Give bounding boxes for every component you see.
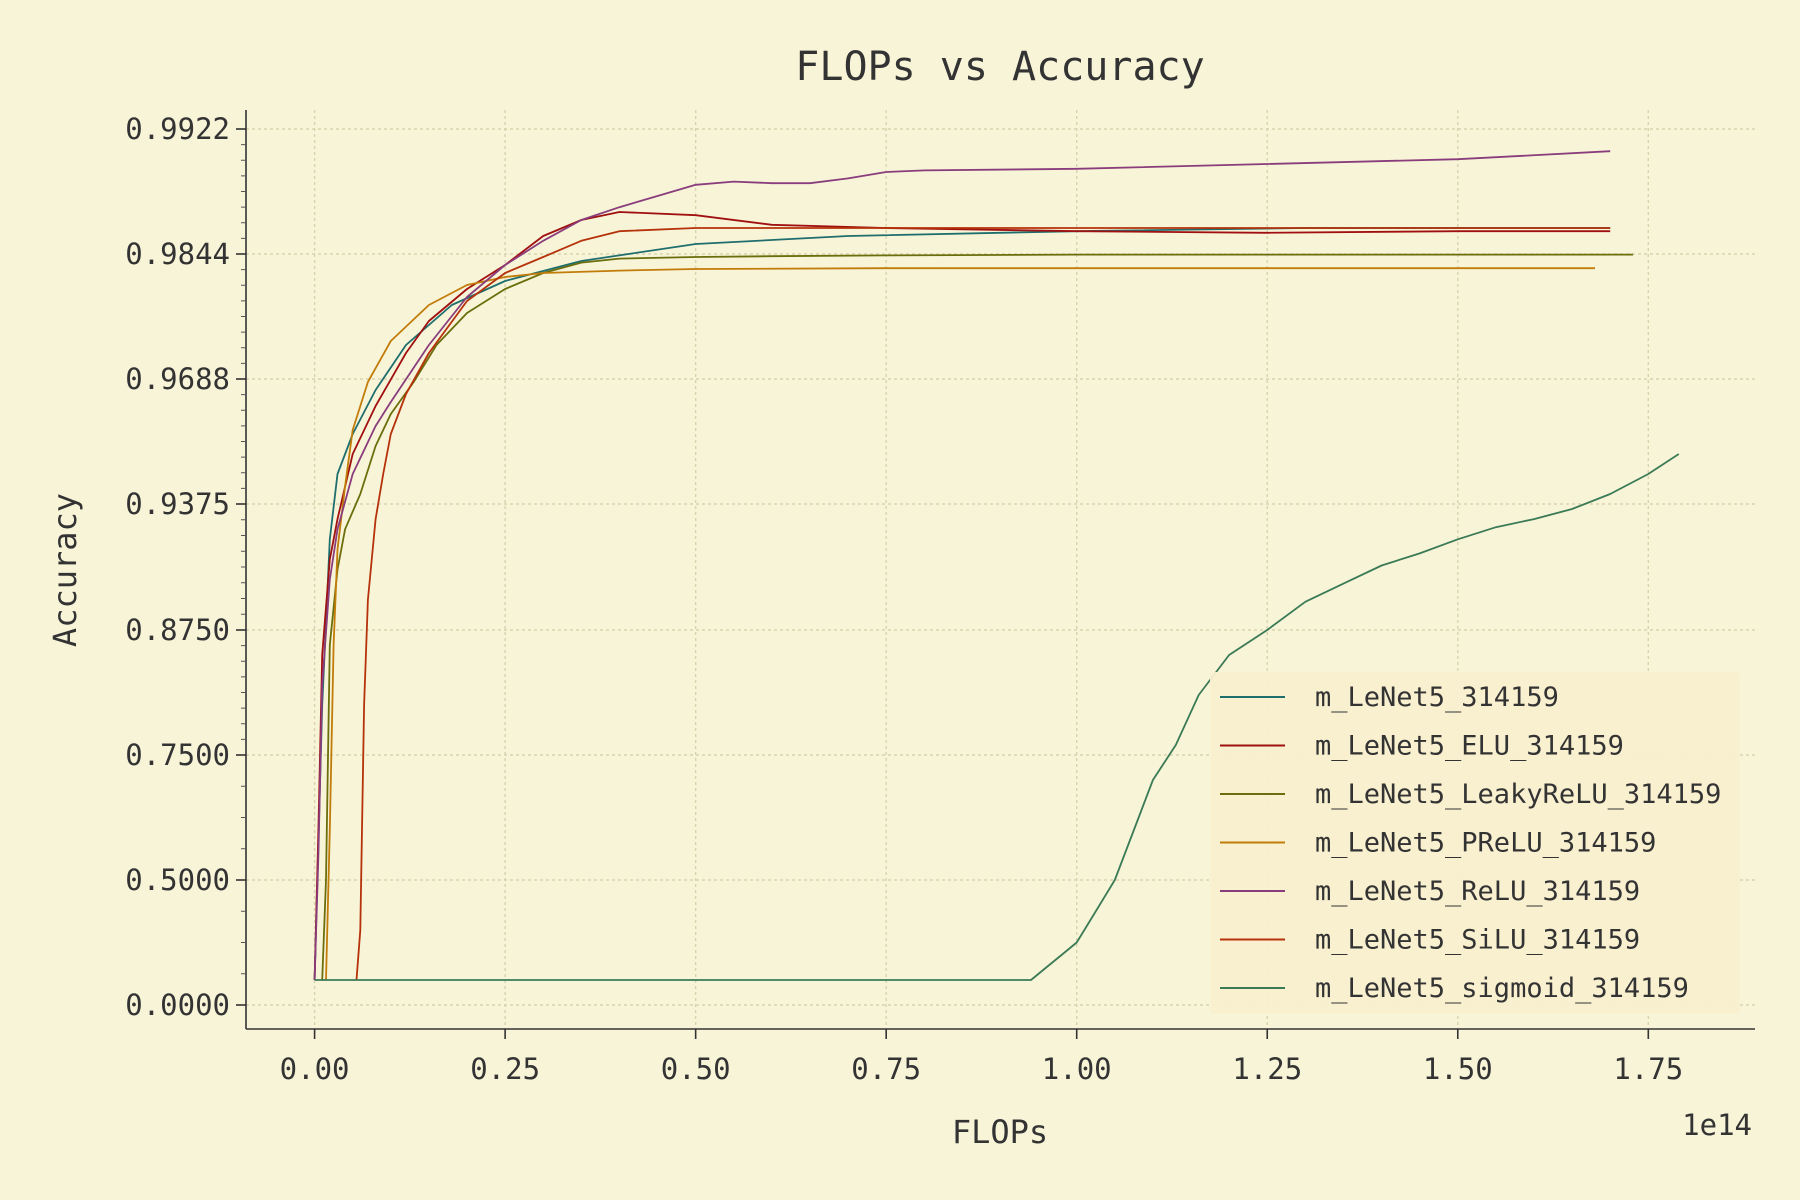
series-lines	[313, 150, 1680, 981]
x-tick-label: 0.75	[851, 1052, 921, 1086]
axes	[245, 110, 1755, 1030]
x-axis-multiplier: 1e14	[1682, 1108, 1752, 1142]
x-tick-label: 0.50	[661, 1052, 731, 1086]
y-tick-label: 0.9688	[125, 362, 230, 396]
series-line-m_LeNet5_PReLU_314159	[325, 267, 1595, 981]
series-line-m_LeNet5_ReLU_314159	[313, 150, 1611, 981]
x-tick-label: 1.00	[1042, 1052, 1112, 1086]
tick-labels: 0.00 0.25 0.50 0.75 1.00 1.25 1.50 1.75 0.0000 0.…	[125, 112, 1683, 1086]
x-tick-label: 1.75	[1613, 1052, 1683, 1086]
y-tick-label: 0.9844	[125, 237, 230, 271]
legend-label: m_LeNet5_SiLU_314159	[1315, 925, 1640, 956]
y-tick-label: 0.7500	[125, 738, 230, 772]
y-axis-title: Accuracy	[46, 493, 84, 647]
y-tick-label: 0.0000	[125, 988, 230, 1022]
y-tick-label: 0.9375	[125, 487, 230, 521]
x-axis-title: FLOPs	[952, 1113, 1048, 1151]
legend-label: m_LeNet5_PReLU_314159	[1315, 828, 1656, 859]
legend-label: m_LeNet5_314159	[1315, 682, 1559, 713]
legend-label: m_LeNet5_LeakyReLU_314159	[1315, 779, 1721, 810]
legend-box	[1210, 672, 1740, 1014]
x-tick-label: 0.00	[280, 1052, 350, 1086]
legend: m_LeNet5_314159 m_LeNet5_ELU_314159 m_LeNe…	[1210, 672, 1740, 1014]
series-line-m_LeNet5_LeakyReLU_314159	[321, 253, 1634, 981]
legend-label: m_LeNet5_sigmoid_314159	[1315, 973, 1689, 1004]
y-tick-label: 0.5000	[125, 863, 230, 897]
x-tick-label: 0.25	[470, 1052, 540, 1086]
x-tick-label: 1.50	[1423, 1052, 1493, 1086]
legend-label: m_LeNet5_ReLU_314159	[1315, 876, 1640, 907]
y-tick-label: 0.8750	[125, 613, 230, 647]
x-tick-label: 1.25	[1232, 1052, 1302, 1086]
y-tick-label: 0.9922	[125, 112, 230, 146]
series-line-m_LeNet5_SiLU_314159	[355, 227, 1611, 981]
legend-label: m_LeNet5_ELU_314159	[1315, 731, 1624, 762]
series-line-m_LeNet5_sigmoid_314159	[314, 453, 1680, 981]
chart-title: FLOPs vs Accuracy	[795, 44, 1204, 90]
